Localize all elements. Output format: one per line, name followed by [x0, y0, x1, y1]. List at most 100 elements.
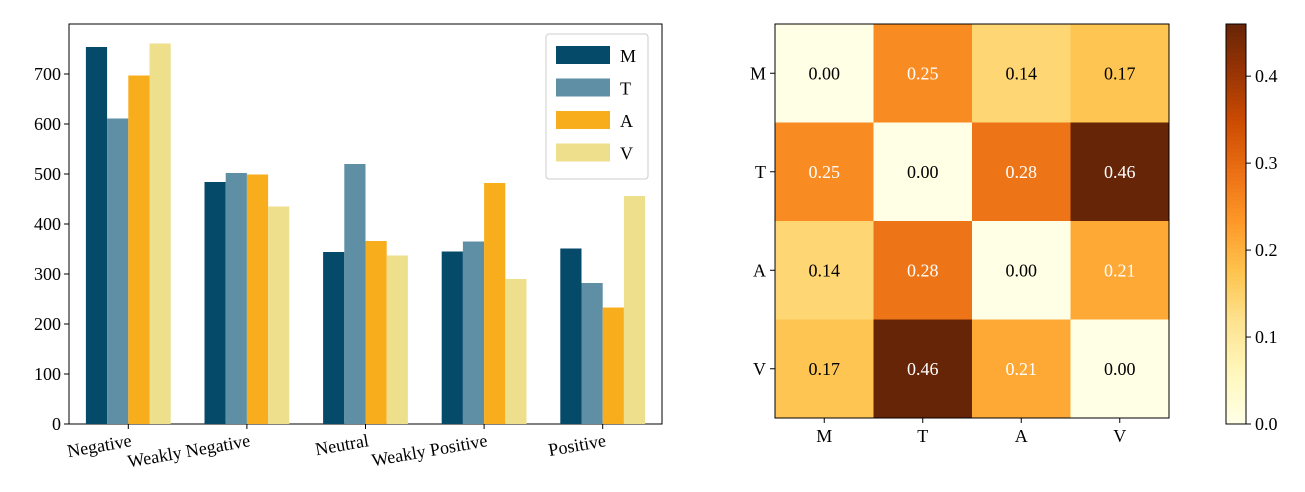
colorbar-segment	[1226, 300, 1246, 305]
colorbar-segment	[1226, 372, 1246, 377]
heatmap-cell-label: 0.46	[907, 359, 939, 379]
heatmap-cell-label: 0.28	[1006, 162, 1038, 182]
heatmap-cell-t-v	[1070, 122, 1169, 221]
bar-weakly-positive-v	[505, 279, 527, 424]
legend-swatch-m	[556, 46, 610, 64]
heatmap-row-label: T	[755, 162, 766, 182]
colorbar-segment	[1226, 388, 1246, 393]
colorbar-segment	[1226, 172, 1246, 177]
bar-negative-a	[128, 75, 150, 424]
colorbar-segment	[1226, 396, 1246, 401]
colorbar-segment	[1226, 40, 1246, 45]
heatmap-cell-label: 0.14	[809, 260, 841, 280]
colorbar-segment	[1226, 132, 1246, 137]
heatmap-col-label: V	[1113, 426, 1126, 446]
bar-neutral-a	[365, 241, 387, 424]
colorbar-segment	[1226, 336, 1246, 341]
colorbar-segment	[1226, 352, 1246, 357]
colorbar-segment	[1226, 344, 1246, 349]
colorbar-segment	[1226, 128, 1246, 133]
colorbar-segment	[1226, 44, 1246, 49]
colorbar-segment	[1226, 68, 1246, 73]
heatmap-row-label: M	[750, 63, 766, 83]
colorbar-segment	[1226, 64, 1246, 69]
colorbar-segment	[1226, 72, 1246, 77]
colorbar-tick-label: 0.4	[1255, 66, 1278, 86]
colorbar-segment	[1226, 76, 1246, 81]
colorbar-segment	[1226, 284, 1246, 289]
x-tick-label: Positive	[547, 430, 608, 460]
heatmap-chart: 0.00 0.25 0.14 0.17 0.25 0.00 0.28 0.46 0.14 0.28…	[750, 23, 1170, 446]
y-tick-label: 500	[34, 164, 61, 184]
bar-weakly-positive-m	[441, 251, 463, 424]
heatmap-cell-a-v	[1070, 221, 1169, 320]
colorbar-segment	[1226, 264, 1246, 269]
colorbar-segment	[1226, 332, 1246, 337]
colorbar-segment	[1226, 312, 1246, 317]
colorbar-segment	[1226, 220, 1246, 225]
heatmap-cell-label: 0.46	[1104, 162, 1136, 182]
colorbar-segment	[1226, 296, 1246, 301]
colorbar-segment	[1226, 180, 1246, 185]
bar-weakly-negative-a	[246, 174, 269, 424]
y-tick-label: 400	[34, 214, 61, 234]
heatmap-cell-label: 0.14	[1006, 63, 1038, 83]
colorbar-segment	[1226, 148, 1246, 153]
colorbar-segment	[1226, 224, 1246, 229]
heatmap-cell-a-a	[972, 221, 1071, 320]
colorbar-segment	[1226, 144, 1246, 149]
colorbar-segment	[1226, 136, 1246, 141]
heatmap-cell-label: 0.17	[1104, 63, 1136, 83]
colorbar-segment	[1226, 244, 1246, 249]
x-tick-label: Neutral	[314, 430, 371, 459]
colorbar-segment	[1226, 276, 1246, 281]
colorbar-segment	[1226, 152, 1246, 157]
colorbar-segment	[1226, 232, 1246, 237]
colorbar-segment	[1226, 384, 1246, 389]
heatmap-cell-label: 0.00	[809, 63, 841, 83]
colorbar-segment	[1226, 228, 1246, 233]
y-axis: 0 100 200 300 400 500 600 700	[34, 64, 69, 434]
colorbar-segment	[1226, 248, 1246, 253]
legend-label-a: A	[620, 111, 633, 131]
colorbar-segment	[1226, 188, 1246, 193]
colorbar-tick-label: 0.1	[1255, 327, 1278, 347]
colorbar-segment	[1226, 164, 1246, 169]
colorbar-segment	[1226, 252, 1246, 257]
heatmap-cell-t-t	[873, 122, 972, 221]
heatmap-cell-v-m	[775, 319, 874, 418]
colorbar-segment	[1226, 200, 1246, 205]
bar-negative-m	[85, 47, 108, 424]
colorbar-segment	[1226, 260, 1246, 265]
bar-negative-v	[149, 43, 171, 424]
colorbar-segment	[1226, 292, 1246, 297]
colorbar-segment	[1226, 52, 1246, 57]
bar-neutral-t	[344, 164, 366, 424]
legend-frame	[545, 33, 649, 180]
colorbar-segment	[1226, 36, 1246, 41]
colorbar-segment	[1226, 48, 1246, 53]
colorbar-segment	[1226, 400, 1246, 405]
heatmap-cell-m-t	[873, 24, 972, 123]
colorbar-tick-label: 0.2	[1255, 240, 1278, 260]
colorbar-segment	[1226, 112, 1246, 117]
heatmap-cell-label: 0.25	[907, 63, 939, 83]
colorbar-segment	[1226, 236, 1246, 241]
y-tick-label: 100	[34, 364, 61, 384]
heatmap-row-label: V	[753, 359, 766, 379]
colorbar-segment	[1226, 240, 1246, 245]
bar-positive-t	[581, 283, 603, 424]
heatmap-cell-label: 0.00	[907, 162, 939, 182]
heatmap-cell-a-m	[775, 221, 874, 320]
colorbar-segment	[1226, 368, 1246, 373]
heatmap-cell-label: 0.21	[1006, 359, 1038, 379]
bar-weakly-negative-t	[225, 173, 247, 424]
colorbar-segment	[1226, 348, 1246, 353]
colorbar-segment	[1226, 84, 1246, 89]
x-tick-label: Weakly Negative	[126, 430, 252, 471]
heatmap-cell-v-v	[1070, 319, 1169, 418]
colorbar-segment	[1226, 280, 1246, 285]
